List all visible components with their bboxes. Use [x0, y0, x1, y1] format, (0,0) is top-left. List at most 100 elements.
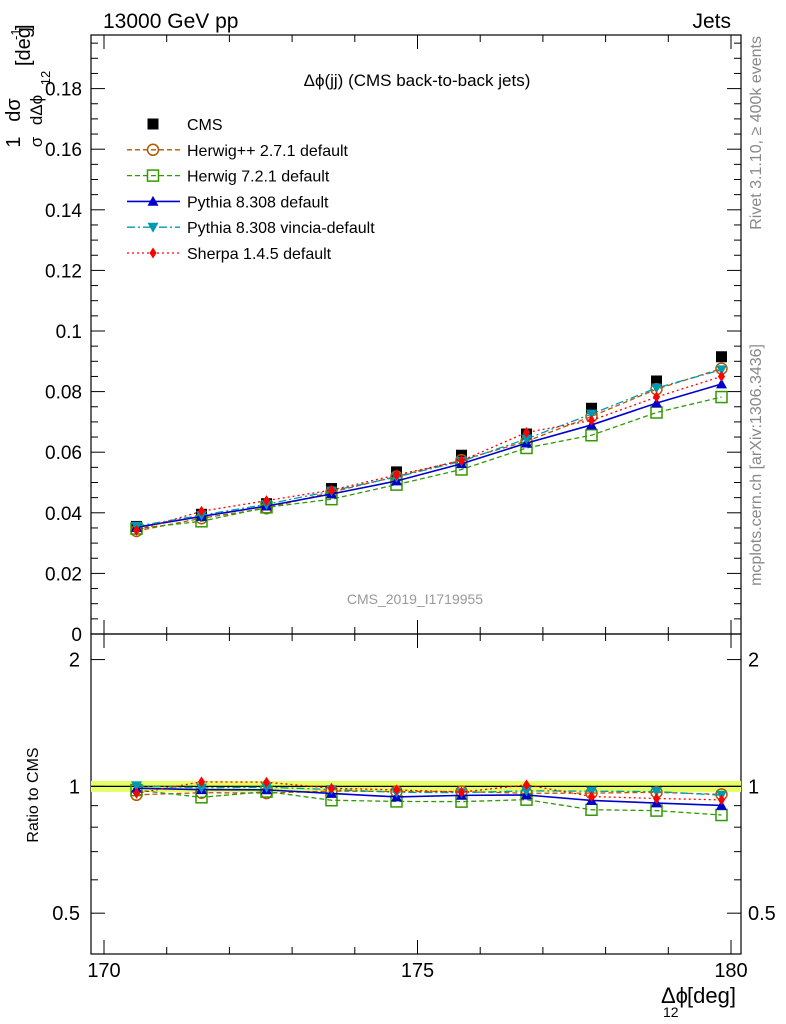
- series-cms: [131, 351, 727, 532]
- x-tick-label: 175: [401, 960, 434, 982]
- legend-item-sherpa: Sherpa 1.4.5 default: [127, 246, 332, 263]
- x-axis-label: Δϕ 12 [deg]: [661, 983, 736, 1020]
- ylabel-num1: 1: [3, 136, 25, 147]
- legend-label-pythia: Pythia 8.308 default: [187, 194, 329, 211]
- ratio-point-sherpa: [587, 791, 596, 803]
- ratio-point-vincia: [261, 782, 272, 793]
- legend-label-sherpa: Sherpa 1.4.5 default: [187, 246, 332, 263]
- data-point-sherpa: [652, 391, 661, 403]
- series-line-vincia: [136, 369, 722, 527]
- data-point-herwig7: [715, 390, 728, 404]
- legend-marker-herwigpp: [146, 143, 160, 157]
- legend-marker-herwig7: [146, 169, 160, 182]
- y-tick-label: 0.02: [45, 564, 82, 585]
- ratio-line-herwig7: [136, 789, 722, 816]
- ratio-point-sherpa: [457, 786, 466, 798]
- ratio-point-sherpa: [262, 776, 271, 788]
- ratio-tick-label-right: 1: [748, 776, 759, 798]
- header-left: 13000 GeV pp: [103, 10, 238, 33]
- legend-label-vincia: Pythia 8.308 vincia-default: [187, 220, 375, 237]
- side-label-lower: mcplots.cern.ch [arXiv:1306.3436]: [748, 344, 765, 586]
- series-line-herwig7: [136, 396, 722, 530]
- ratio-line-vincia: [136, 785, 722, 796]
- x-tick-label: 170: [87, 960, 120, 982]
- legend-item-herwigpp: Herwig++ 2.7.1 default: [127, 143, 349, 160]
- ratio-point-sherpa: [132, 787, 141, 799]
- watermark-label: CMS_2019_I1719955: [347, 591, 483, 607]
- ratio-line-sherpa: [136, 781, 722, 801]
- ratio-tick-label-left: 1: [69, 776, 80, 798]
- ylabel-unit-sup: -1: [8, 28, 23, 40]
- series-line-sherpa: [136, 375, 722, 531]
- legend-marker-vincia: [147, 222, 159, 233]
- legend-label-cms: CMS: [187, 117, 223, 134]
- data-point-cms: [586, 402, 597, 414]
- ratio-point-sherpa: [522, 779, 531, 791]
- data-point-sherpa: [587, 414, 596, 426]
- data-point-vincia: [586, 409, 597, 420]
- data-point-pythia: [651, 397, 662, 408]
- data-point-sherpa: [522, 427, 531, 439]
- ratio-frame: [90, 633, 742, 955]
- data-point-vincia: [521, 434, 532, 445]
- y-tick-label: 0.08: [45, 383, 82, 404]
- data-point-cms: [651, 375, 662, 387]
- ratio-tick-label-right: 0.5: [748, 903, 776, 925]
- ylabel-sub: 12: [38, 71, 53, 85]
- ratio-tick-label-left: 2: [69, 650, 80, 672]
- legend-item-vincia: Pythia 8.308 vincia-default: [127, 220, 375, 237]
- series-line-herwigpp: [136, 367, 722, 532]
- series-sherpa: [132, 370, 726, 536]
- ratio-y-axis-label: Ratio to CMS: [25, 747, 42, 842]
- data-point-sherpa: [457, 455, 466, 467]
- ylabel-den2: dΔϕ: [27, 95, 46, 125]
- ratio-tick-label-left: 0.5: [52, 903, 80, 925]
- legend-item-herwig7: Herwig 7.2.1 default: [127, 169, 330, 186]
- series-line-pythia: [136, 383, 722, 529]
- data-point-herwig7: [650, 406, 663, 419]
- ratio-point-sherpa: [717, 794, 726, 806]
- ratio-point-vincia: [131, 781, 142, 792]
- series-vincia: [131, 365, 727, 532]
- ratio-line-herwigpp: [136, 790, 722, 796]
- legend-label-herwigpp: Herwig++ 2.7.1 default: [187, 143, 349, 160]
- y-tick-label: 0.18: [45, 80, 82, 101]
- y-tick-label: 0.12: [45, 261, 82, 282]
- side-label-upper: Rivet 3.1.10, ≥ 400k events: [748, 36, 765, 230]
- ratio-series-pythia: [131, 782, 727, 810]
- legend-marker-pythia: [147, 195, 159, 206]
- y-tick-label: 0.06: [45, 443, 82, 464]
- data-point-herwig7: [585, 428, 598, 442]
- ratio-point-sherpa: [392, 784, 401, 796]
- data-point-sherpa: [132, 524, 141, 536]
- header-right: Jets: [692, 10, 731, 33]
- y-tick-label: 0.04: [45, 504, 82, 525]
- y-tick-label: 0: [71, 625, 82, 646]
- legend-marker-cms: [147, 118, 159, 130]
- ratio-line-pythia: [136, 787, 722, 807]
- legend-item-cms: CMS: [147, 117, 223, 134]
- ratio-point-sherpa: [197, 776, 206, 788]
- y-tick-label: 0.1: [56, 322, 82, 343]
- ratio-point-vincia: [196, 783, 207, 794]
- xlabel-symbol: Δϕ: [661, 983, 688, 1008]
- xlabel-unit: [deg]: [687, 983, 736, 1008]
- data-point-pythia: [716, 378, 727, 389]
- data-point-sherpa: [327, 484, 336, 496]
- data-point-sherpa: [197, 505, 206, 517]
- y-tick-label: 0.16: [45, 140, 82, 161]
- xlabel-sub: 12: [663, 1004, 679, 1020]
- y-tick-label: 0.14: [45, 201, 82, 222]
- legend-item-pythia: Pythia 8.308 default: [127, 194, 329, 211]
- data-point-vincia: [716, 365, 727, 376]
- ratio-point-vincia: [521, 786, 532, 797]
- data-point-cms: [716, 351, 727, 363]
- data-point-sherpa: [262, 495, 271, 507]
- ylabel-num2: dσ: [3, 98, 25, 122]
- ratio-point-sherpa: [652, 792, 661, 804]
- data-point-sherpa: [717, 370, 726, 382]
- ylabel-unit-end: ]: [13, 24, 35, 30]
- legend-label-herwig7: Herwig 7.2.1 default: [187, 169, 330, 186]
- ylabel-den1: σ: [27, 136, 46, 147]
